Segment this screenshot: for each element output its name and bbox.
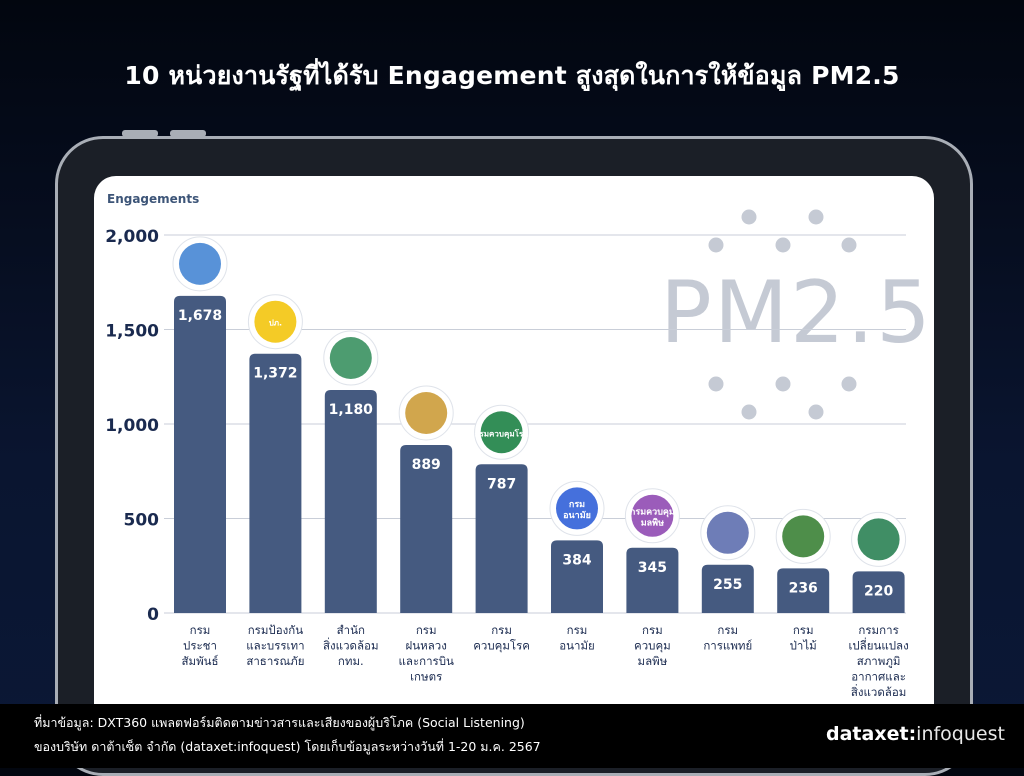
x-category-label: ควบคุม <box>634 639 671 653</box>
health-department-logo-text: กรม <box>569 500 585 510</box>
bar-value-label: 384 <box>562 552 591 568</box>
bar-value-label: 220 <box>864 583 893 599</box>
bar-value-label: 1,372 <box>253 366 297 382</box>
x-category-label: เกษตร <box>410 670 442 684</box>
bar <box>475 464 528 613</box>
x-category-label: ฝนหลวง <box>406 639 447 653</box>
bar-value-label: 236 <box>789 580 818 596</box>
x-category-label: กรม <box>567 623 588 637</box>
pollution-control-logo-emblem <box>631 494 674 537</box>
bar-value-label: 1,678 <box>178 308 222 324</box>
bar-value-label: 889 <box>412 457 441 473</box>
tablet-button <box>170 130 206 137</box>
medical-services-logo-emblem <box>706 511 749 554</box>
x-category-label: กรมการ <box>858 623 898 637</box>
bar <box>400 444 453 613</box>
y-axis-label: Engagements <box>107 192 199 206</box>
y-tick-label: 0 <box>147 605 159 625</box>
x-category-label: เปลี่ยนแปลง <box>848 638 908 653</box>
disease-control-logo-text: กรมควบคุมโรค <box>475 428 529 439</box>
brand-logo: dataxet:infoquest <box>826 723 1005 745</box>
x-category-label: อนามัย <box>559 639 595 653</box>
bar-value-label: 787 <box>487 476 516 492</box>
watermark-dot <box>775 237 791 253</box>
x-category-label: อากาศและ <box>851 670 906 684</box>
x-category-label: สภาพภูมิ <box>857 654 901 668</box>
pollution-control-logo-text: มลพิษ <box>641 517 664 528</box>
watermark-dot <box>841 237 857 253</box>
x-category-label: ประชา <box>183 639 217 653</box>
bar <box>249 353 302 613</box>
x-category-label: สาธารณภัย <box>246 654 304 668</box>
public-relations-logo-emblem <box>179 242 221 285</box>
y-tick-label: 500 <box>124 511 160 531</box>
watermark-dot <box>808 404 824 420</box>
x-category-label: การแพทย์ <box>703 639 752 653</box>
x-category-label: ควบคุมโรค <box>473 639 530 653</box>
bar <box>852 571 905 613</box>
brand-separator: : <box>908 723 917 745</box>
disease-control-logo-emblem <box>480 411 523 454</box>
brand-part-2: infoquest <box>916 723 1005 745</box>
bar <box>701 564 754 613</box>
page-title: 10 หน่วยงานรัฐที่ได้รับ Engagement สูงสุ… <box>124 61 900 90</box>
x-category-label: สิ่งแวดล้อม <box>851 684 907 699</box>
y-tick-label: 1,000 <box>105 416 159 436</box>
bar <box>324 389 377 613</box>
bar <box>626 547 679 613</box>
x-category-label: สำนัก <box>337 623 365 637</box>
y-tick-label: 2,000 <box>105 227 159 247</box>
chart-panel: PM2.5 Engagements 0 500 1,000 1,500 2,000 1,678… <box>94 176 934 706</box>
bar-value-label: 1,180 <box>329 402 374 418</box>
x-category-label: และบรรเทา <box>246 639 304 653</box>
x-category-label: กรม <box>190 623 211 637</box>
bar-value-label: 255 <box>713 577 742 593</box>
bma-environment-logo-emblem <box>329 336 372 379</box>
x-category-label: ป่าไม้ <box>790 639 817 653</box>
tablet-button <box>122 130 158 137</box>
brand-part-1: dataxet <box>826 723 909 745</box>
watermark-dot <box>841 376 857 392</box>
source-note-line-2: ของบริษัท ดาต้าเซ็ต จำกัด (dataxet:infoq… <box>34 739 541 754</box>
watermark-dot <box>808 209 824 225</box>
watermark-dot <box>741 209 757 225</box>
disaster-prevention-logo-emblem <box>254 300 297 343</box>
climate-change-logo-emblem <box>857 518 900 561</box>
y-tick-label: 1,500 <box>105 322 159 342</box>
watermark-dot <box>775 376 791 392</box>
bar <box>174 295 226 613</box>
x-category-label: สัมพันธ์ <box>181 654 218 668</box>
watermark-dot <box>741 404 757 420</box>
x-category-label: มลพิษ <box>638 654 668 668</box>
x-category-label: กรม <box>416 623 437 637</box>
health-department-logo-emblem <box>556 487 598 530</box>
bar-chart: PM2.5 Engagements 0 500 1,000 1,500 2,000 1,678… <box>105 192 933 699</box>
x-category-label: กรมป้องกัน <box>248 623 304 637</box>
watermark-dot <box>708 376 724 392</box>
footer-bar <box>0 704 1024 768</box>
bar <box>777 568 830 613</box>
x-category-label: กรม <box>793 623 814 637</box>
x-category-label: สิ่งแวดล้อม <box>323 638 379 653</box>
x-category-label: กรม <box>717 623 738 637</box>
disaster-prevention-logo-text: ปภ. <box>269 319 282 328</box>
x-category-label: กทม. <box>338 654 364 668</box>
bar <box>551 540 603 613</box>
source-note-line-1: ที่มาข้อมูล: DXT360 แพลตฟอร์มติดตามข่าวส… <box>34 715 525 730</box>
x-category-label: กรม <box>491 623 512 637</box>
bar-value-label: 345 <box>638 560 667 576</box>
royal-rainmaking-logo-emblem <box>405 391 448 434</box>
watermark-dot <box>708 237 724 253</box>
x-category-label: กรม <box>642 623 663 637</box>
forest-department-logo-emblem <box>782 515 825 558</box>
x-category-label: และการบิน <box>398 654 454 668</box>
watermark-text: PM2.5 <box>660 263 933 363</box>
health-department-logo-text: อนามัย <box>563 510 591 521</box>
pollution-control-logo-text: กรมควบคุม <box>630 507 675 517</box>
